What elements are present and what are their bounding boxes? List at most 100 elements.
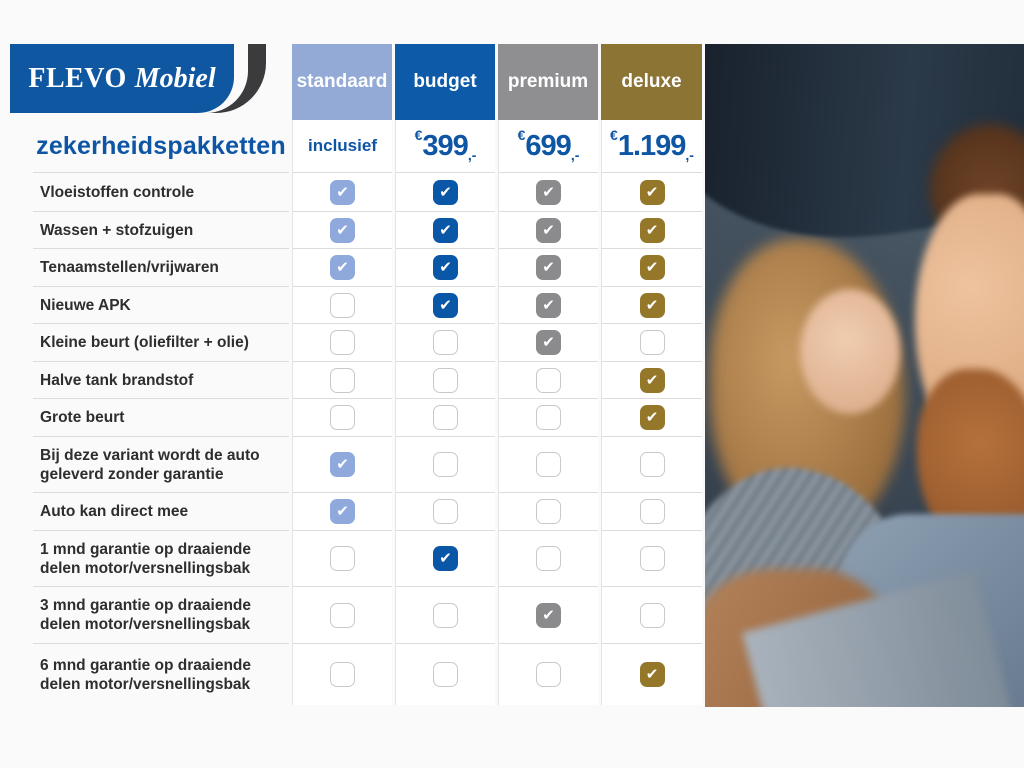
- check-cell-deluxe: [601, 492, 702, 530]
- feature-label: Kleine beurt (oliefilter + olie): [33, 323, 289, 361]
- check-icon: ✔: [645, 183, 659, 201]
- checked-checkbox[interactable]: ✔: [639, 405, 665, 430]
- check-cell-budget: ✔: [395, 530, 495, 586]
- unchecked-checkbox[interactable]: [433, 330, 458, 355]
- checked-checkbox[interactable]: ✔: [433, 546, 458, 571]
- unchecked-checkbox[interactable]: [639, 602, 665, 628]
- check-cell-premium: [498, 436, 598, 492]
- feature-label: Grote beurt: [33, 398, 289, 436]
- check-cell-deluxe: [601, 586, 702, 643]
- check-icon: ✔: [336, 259, 349, 276]
- check-cell-budget: [395, 398, 495, 436]
- checked-checkbox[interactable]: ✔: [433, 292, 458, 318]
- unchecked-checkbox[interactable]: [639, 330, 665, 355]
- check-cell-standaard: ✔: [292, 492, 392, 530]
- unchecked-checkbox[interactable]: [536, 546, 561, 571]
- unchecked-checkbox[interactable]: [536, 367, 561, 393]
- unchecked-checkbox[interactable]: [330, 602, 355, 628]
- check-cell-premium: ✔: [498, 586, 598, 643]
- logo-plate: FLEVO Mobiel: [10, 44, 234, 113]
- checked-checkbox[interactable]: ✔: [330, 255, 355, 280]
- check-cell-budget: [395, 643, 495, 705]
- unchecked-checkbox[interactable]: [639, 546, 665, 571]
- checked-checkbox[interactable]: ✔: [639, 255, 665, 280]
- check-cell-budget: ✔: [395, 211, 495, 248]
- column-header-standaard: standaard: [292, 44, 392, 120]
- unchecked-checkbox[interactable]: [536, 405, 561, 430]
- unchecked-checkbox[interactable]: [330, 405, 355, 430]
- price-amount: 699: [525, 129, 571, 162]
- unchecked-checkbox[interactable]: [536, 499, 561, 524]
- unchecked-checkbox[interactable]: [536, 452, 561, 477]
- check-icon: ✔: [336, 503, 349, 520]
- unchecked-checkbox[interactable]: [433, 405, 458, 430]
- price-amount: 1.199: [617, 129, 687, 162]
- checked-checkbox[interactable]: ✔: [639, 662, 665, 687]
- check-cell-deluxe: ✔: [601, 248, 702, 286]
- checked-checkbox[interactable]: ✔: [433, 255, 458, 280]
- column-header-deluxe: deluxe: [601, 44, 702, 120]
- checked-checkbox[interactable]: ✔: [433, 179, 458, 205]
- column-header-label: budget: [413, 71, 477, 92]
- checked-checkbox[interactable]: ✔: [639, 179, 665, 205]
- checked-checkbox[interactable]: ✔: [330, 499, 355, 524]
- check-cell-deluxe: ✔: [601, 643, 702, 705]
- table-corner: [33, 44, 289, 120]
- unchecked-checkbox[interactable]: [433, 452, 458, 477]
- checked-checkbox[interactable]: ✔: [536, 217, 561, 243]
- check-cell-standaard: ✔: [292, 211, 392, 248]
- unchecked-checkbox[interactable]: [330, 292, 355, 318]
- checked-checkbox[interactable]: ✔: [330, 179, 355, 205]
- feature-label-text: 3 mnd garantie op draaiende delen motor/…: [40, 597, 252, 633]
- check-icon: ✔: [542, 221, 555, 239]
- unchecked-checkbox[interactable]: [639, 452, 665, 477]
- unchecked-checkbox[interactable]: [330, 367, 355, 393]
- currency-symbol: €: [610, 127, 618, 143]
- price-suffix: ,-: [467, 147, 477, 163]
- check-cell-standaard: [292, 530, 392, 586]
- checked-checkbox[interactable]: ✔: [433, 217, 458, 243]
- column-header-budget: budget: [395, 44, 495, 120]
- checked-checkbox[interactable]: ✔: [639, 367, 665, 393]
- check-cell-premium: ✔: [498, 286, 598, 323]
- logo-text-secondary: Mobiel: [134, 62, 216, 94]
- unchecked-checkbox[interactable]: [536, 662, 561, 687]
- unchecked-checkbox[interactable]: [330, 330, 355, 355]
- checked-checkbox[interactable]: ✔: [536, 330, 561, 355]
- checked-checkbox[interactable]: ✔: [536, 292, 561, 318]
- checked-checkbox[interactable]: ✔: [330, 452, 355, 477]
- check-cell-standaard: [292, 286, 392, 323]
- check-icon: ✔: [645, 221, 659, 239]
- check-cell-premium: [498, 492, 598, 530]
- check-cell-standaard: [292, 398, 392, 436]
- check-cell-budget: [395, 586, 495, 643]
- unchecked-checkbox[interactable]: [330, 546, 355, 571]
- check-icon: ✔: [645, 296, 659, 314]
- feature-label-text: Nieuwe APK: [40, 296, 131, 314]
- check-cell-standaard: [292, 323, 392, 361]
- check-icon: ✔: [645, 371, 659, 389]
- check-icon: ✔: [439, 183, 452, 201]
- checked-checkbox[interactable]: ✔: [330, 217, 355, 243]
- check-cell-budget: [395, 492, 495, 530]
- checked-checkbox[interactable]: ✔: [536, 602, 561, 628]
- check-icon: ✔: [439, 550, 452, 567]
- checked-checkbox[interactable]: ✔: [639, 292, 665, 318]
- checked-checkbox[interactable]: ✔: [639, 217, 665, 243]
- check-icon: ✔: [542, 259, 555, 276]
- check-cell-premium: ✔: [498, 211, 598, 248]
- unchecked-checkbox[interactable]: [330, 662, 355, 687]
- unchecked-checkbox[interactable]: [433, 367, 458, 393]
- check-icon: ✔: [645, 666, 659, 683]
- feature-label: Halve tank brandstof: [33, 361, 289, 398]
- feature-label-text: Halve tank brandstof: [40, 371, 194, 389]
- checked-checkbox[interactable]: ✔: [536, 255, 561, 280]
- unchecked-checkbox[interactable]: [433, 499, 458, 524]
- check-cell-deluxe: ✔: [601, 211, 702, 248]
- unchecked-checkbox[interactable]: [433, 662, 458, 687]
- package-comparison-table: standaard budget premium deluxe zekerheidspa…: [33, 44, 702, 705]
- unchecked-checkbox[interactable]: [639, 499, 665, 524]
- unchecked-checkbox[interactable]: [433, 602, 458, 628]
- price-text: inclusief: [308, 136, 377, 155]
- checked-checkbox[interactable]: ✔: [536, 179, 561, 205]
